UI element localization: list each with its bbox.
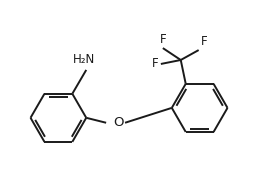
Text: F: F <box>201 35 207 48</box>
Text: H₂N: H₂N <box>73 53 95 66</box>
Text: O: O <box>113 116 123 129</box>
Text: F: F <box>152 57 159 70</box>
Text: F: F <box>160 33 166 46</box>
